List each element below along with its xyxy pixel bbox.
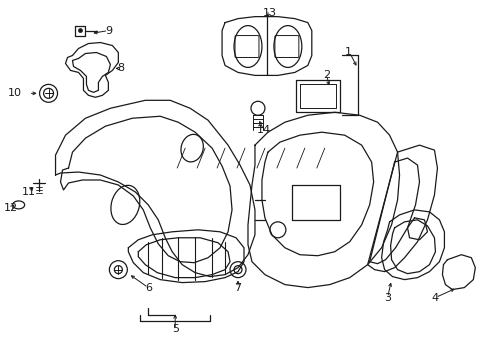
Text: 12: 12 — [3, 203, 18, 213]
Text: 5: 5 — [171, 324, 178, 334]
Circle shape — [78, 28, 82, 32]
Text: 3: 3 — [383, 293, 390, 302]
Text: 1: 1 — [345, 48, 351, 58]
Text: 13: 13 — [263, 8, 276, 18]
Text: 14: 14 — [256, 125, 270, 135]
Text: 2: 2 — [323, 71, 330, 80]
Text: 11: 11 — [21, 187, 36, 197]
Text: 9: 9 — [104, 26, 112, 36]
Text: 10: 10 — [8, 88, 21, 98]
Text: 8: 8 — [117, 63, 123, 73]
Text: 4: 4 — [431, 293, 438, 302]
Text: 7: 7 — [234, 283, 241, 293]
Text: 6: 6 — [144, 283, 151, 293]
